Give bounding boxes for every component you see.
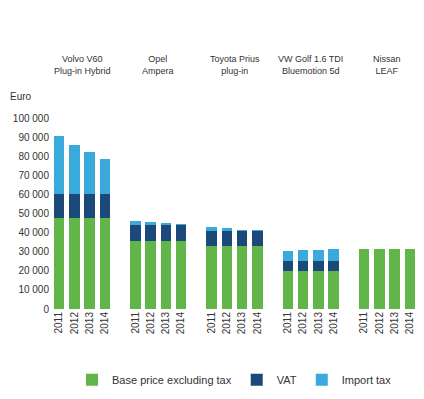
svg-text:30 000: 30 000 <box>18 246 49 257</box>
svg-text:20 000: 20 000 <box>18 265 49 276</box>
svg-text:VAT: VAT <box>277 374 297 386</box>
svg-text:2014: 2014 <box>99 312 110 335</box>
svg-text:Import tax: Import tax <box>342 374 391 386</box>
svg-text:2013: 2013 <box>84 312 95 335</box>
svg-text:90 000: 90 000 <box>18 132 49 143</box>
svg-text:70 000: 70 000 <box>18 170 49 181</box>
svg-text:Euro: Euro <box>10 91 32 102</box>
svg-text:40 000: 40 000 <box>18 227 49 238</box>
svg-text:2014: 2014 <box>252 312 263 335</box>
svg-text:2014: 2014 <box>175 312 186 335</box>
svg-text:50 000: 50 000 <box>18 208 49 219</box>
svg-text:2011: 2011 <box>358 312 369 334</box>
svg-text:2014: 2014 <box>404 312 415 335</box>
svg-text:2012: 2012 <box>145 312 156 335</box>
svg-text:2011: 2011 <box>53 312 64 334</box>
svg-text:Volvo V60Plug-in Hybrid: Volvo V60Plug-in Hybrid <box>54 54 111 76</box>
svg-text:2011: 2011 <box>130 312 141 334</box>
svg-text:0: 0 <box>43 304 49 315</box>
svg-text:2012: 2012 <box>69 312 80 335</box>
svg-text:NissanLEAF: NissanLEAF <box>373 54 401 76</box>
svg-text:2012: 2012 <box>297 312 308 335</box>
svg-text:10 000: 10 000 <box>18 284 49 295</box>
svg-text:Base price excluding tax: Base price excluding tax <box>112 374 232 386</box>
svg-text:2013: 2013 <box>389 312 400 335</box>
svg-text:2013: 2013 <box>236 312 247 335</box>
svg-text:2012: 2012 <box>374 312 385 335</box>
svg-text:80 000: 80 000 <box>18 151 49 162</box>
svg-text:Toyota Priusplug-in: Toyota Priusplug-in <box>210 54 260 76</box>
svg-text:2014: 2014 <box>328 312 339 335</box>
svg-text:VW Golf 1.6 TDIBluemotion 5d: VW Golf 1.6 TDIBluemotion 5d <box>278 54 343 76</box>
svg-text:2011: 2011 <box>206 312 217 334</box>
svg-text:2013: 2013 <box>160 312 171 335</box>
svg-text:2011: 2011 <box>282 312 293 334</box>
svg-text:60 000: 60 000 <box>18 189 49 200</box>
svg-text:2013: 2013 <box>313 312 324 335</box>
svg-text:OpelAmpera: OpelAmpera <box>142 54 174 76</box>
svg-text:2012: 2012 <box>221 312 232 335</box>
svg-text:100 000: 100 000 <box>13 113 50 124</box>
